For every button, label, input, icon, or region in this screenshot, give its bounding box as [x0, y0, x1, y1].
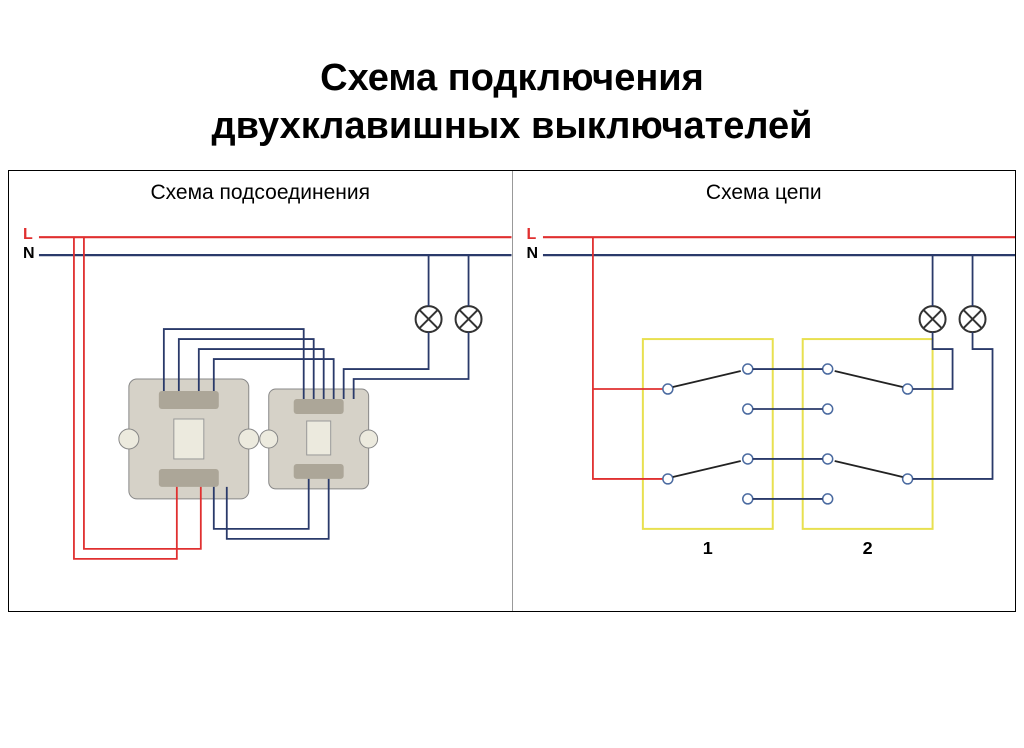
feed-pole-1	[592, 237, 662, 389]
lamp-1-r	[919, 306, 945, 332]
panel-circuit-title: Схема цепи	[513, 171, 1016, 205]
lamp-2-r	[959, 306, 985, 332]
switch-module-2	[260, 389, 378, 489]
page-title: Схема подключения двухклавишных выключат…	[0, 0, 1024, 170]
box1-poleA	[662, 364, 752, 414]
switch-label-2: 2	[862, 538, 872, 558]
switch-module-1	[119, 379, 259, 499]
panel-connection: Схема подсоединения L N	[9, 171, 513, 611]
box1-poleB	[662, 454, 752, 504]
diagram-circuit: 1 2	[513, 219, 1016, 611]
box2-poleB	[822, 454, 912, 504]
switch-label-1: 1	[702, 538, 712, 558]
panel-circuit: Схема цепи L N	[513, 171, 1016, 611]
diagram-connection	[9, 219, 512, 611]
panel-container: Схема подсоединения L N	[8, 170, 1016, 612]
box2-poleA	[822, 364, 912, 414]
wire-to-lamp-2	[354, 332, 469, 399]
lamp-2	[456, 306, 482, 332]
feed-pole-2	[592, 389, 662, 479]
lamp-1	[416, 306, 442, 332]
panel-connection-title: Схема подсоединения	[9, 171, 512, 205]
